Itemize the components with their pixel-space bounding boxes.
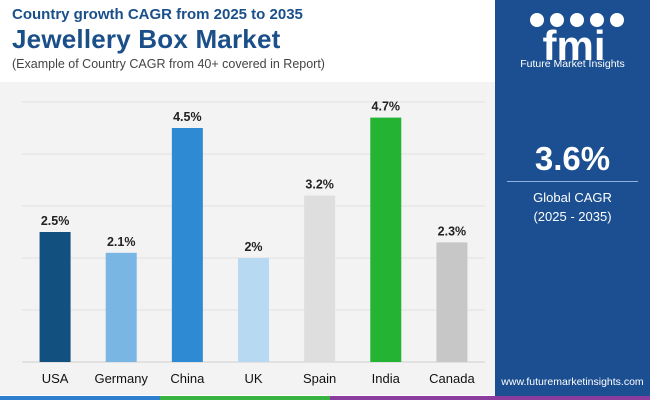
chart-kicker: Country growth CAGR from 2025 to 2035 [12,6,303,23]
side-panel: fmi Future Market Insights 3.6% Global C… [495,0,650,400]
data-label-germany: 2.1% [107,235,136,249]
bar-canada [436,242,468,362]
fmi-logo: fmi [509,8,639,72]
data-label-china: 4.5% [173,110,202,124]
strip-segment-blue [0,396,160,400]
tick-label-canada: Canada [429,371,475,386]
tick-label-china: China [170,371,205,386]
bar-china [171,128,203,362]
logo-caption: Future Market Insights [520,58,625,70]
strip-segment-green [160,396,330,400]
tick-label-spain: Spain [303,371,336,386]
tick-label-india: India [372,371,401,386]
global-cagr-value: 3.6% [534,140,611,177]
bar-usa [39,232,71,362]
data-label-uk: 2% [244,240,262,254]
bar-germany [105,252,137,362]
bar-spain [304,195,336,362]
data-label-canada: 2.3% [438,224,467,238]
chart-area: 2.5% USA 2.1% Germany 4.5% China 2% UK 3.2% Spain… [0,82,495,395]
bar-india [370,117,402,362]
tick-label-usa: USA [42,371,69,386]
fmi-logo-icon: fmi [530,13,624,69]
data-label-india: 4.7% [372,100,401,114]
global-cagr-label-line2: (2025 - 2035) [533,209,612,224]
bar-chart: 2.5% USA 2.1% Germany 4.5% China 2% UK 3.2% Spain… [22,100,485,386]
website-link[interactable]: www.futuremarketinsights.com [501,376,644,388]
tick-label-uk: UK [244,371,262,386]
divider [507,181,638,182]
bar-uk [238,258,269,362]
chart-title: Jewellery Box Market [12,24,281,54]
logo-text: fmi [543,22,606,64]
global-cagr-label-line1: Global CAGR [533,190,612,205]
tick-label-germany: Germany [94,371,148,386]
data-label-usa: 2.5% [41,214,70,228]
bottom-color-strip [0,396,650,400]
header: Country growth CAGR from 2025 to 2035 Je… [12,6,325,71]
strip-segment-purple [330,396,650,400]
chart-subtitle: (Example of Country CAGR from 40+ covere… [12,57,325,71]
data-label-spain: 3.2% [305,178,334,192]
global-cagr-label: Global CAGR (2025 - 2035) [495,188,650,226]
